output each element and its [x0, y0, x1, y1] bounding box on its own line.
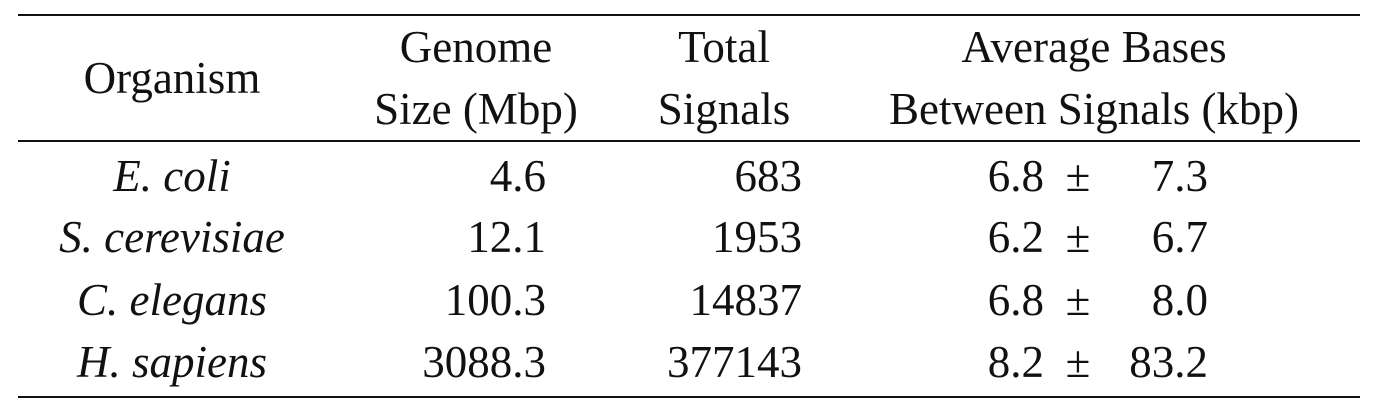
- header-total-signals-line2: Signals: [657, 84, 791, 134]
- plus-minus-symbol: ±: [1065, 337, 1091, 387]
- header-genome-size-line1: Genome: [399, 22, 553, 72]
- average-mean-cell: 6.2: [987, 212, 1044, 262]
- average-sd-cell: 6.7: [1151, 212, 1208, 262]
- header-genome-size-line2: Size (Mbp): [374, 84, 578, 134]
- average-sd-cell: 8.0: [1151, 275, 1208, 325]
- genome-size-cell: 4.6: [489, 151, 546, 201]
- average-sd-cell: 7.3: [1151, 151, 1208, 201]
- total-signals-cell: 377143: [667, 337, 802, 387]
- plus-minus-symbol: ±: [1065, 212, 1091, 262]
- average-mean-cell: 6.8: [987, 275, 1044, 325]
- total-signals-cell: 1953: [712, 212, 802, 262]
- organism-cell: E. coli: [113, 151, 231, 201]
- genome-size-cell: 12.1: [467, 212, 546, 262]
- genome-size-cell: 3088.3: [422, 337, 546, 387]
- organism-cell: S. cerevisiae: [59, 212, 285, 262]
- average-mean-cell: 6.8: [987, 151, 1044, 201]
- organism-cell: H. sapiens: [77, 337, 267, 387]
- average-sd-cell: 83.2: [1129, 337, 1208, 387]
- header-average-bases-line1: Average Bases: [961, 22, 1227, 72]
- total-signals-cell: 14837: [689, 275, 803, 325]
- organism-cell: C. elegans: [77, 275, 267, 325]
- average-mean-cell: 8.2: [987, 337, 1044, 387]
- header-total-signals-line1: Total: [678, 22, 770, 72]
- plus-minus-symbol: ±: [1065, 275, 1091, 325]
- total-signals-cell: 683: [734, 151, 803, 201]
- table-bottom-rule: [18, 396, 1360, 398]
- plus-minus-symbol: ±: [1065, 151, 1091, 201]
- table-top-rule: [18, 14, 1360, 16]
- genome-size-cell: 100.3: [444, 275, 546, 325]
- table-header-rule: [18, 140, 1360, 142]
- header-organism: Organism: [83, 53, 261, 103]
- header-average-bases-line2: Between Signals (kbp): [889, 84, 1299, 134]
